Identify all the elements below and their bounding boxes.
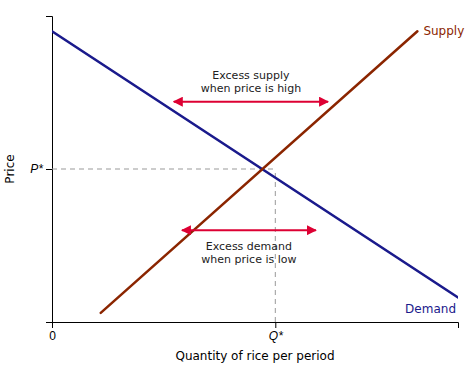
- x-tick-mark: [275, 322, 276, 328]
- series-line: [52, 31, 458, 297]
- x-axis-line: [53, 323, 459, 329]
- plot: 0Q*P*Excess supplywhen price is highExce…: [30, 17, 464, 343]
- y-axis-line: [46, 17, 53, 323]
- annotation-text: Excess supplywhen price is high: [201, 69, 301, 95]
- labels: Excess supplywhen price is high Excess de…: [201, 24, 465, 315]
- y-axis-title: Price: [3, 154, 17, 183]
- annotation-arrow: [182, 229, 316, 231]
- equilibrium-price-line: [52, 169, 275, 170]
- x-tick-label: Q*: [269, 329, 283, 343]
- chart: 0Q*P*Excess supplywhen price is highExce…: [0, 0, 474, 370]
- y-tick-label: P*: [30, 162, 43, 176]
- series-label: Supply: [423, 24, 464, 38]
- annotation-text: Excess demandwhen price is low: [201, 240, 296, 266]
- marks: [52, 31, 458, 322]
- y-tick: P*: [30, 162, 52, 176]
- x-axis-title: Quantity of rice per period: [175, 349, 334, 363]
- series-line: [101, 31, 418, 313]
- series-label: Demand: [405, 302, 456, 316]
- x-tick: Q*: [269, 322, 283, 343]
- y-axis: P*: [30, 17, 52, 323]
- x-tick: 0: [49, 322, 56, 343]
- x-tick-label: 0: [49, 329, 56, 343]
- y-tick-mark: [46, 169, 52, 170]
- annotation-arrow: [174, 101, 328, 103]
- x-axis: 0 Q*: [49, 322, 458, 343]
